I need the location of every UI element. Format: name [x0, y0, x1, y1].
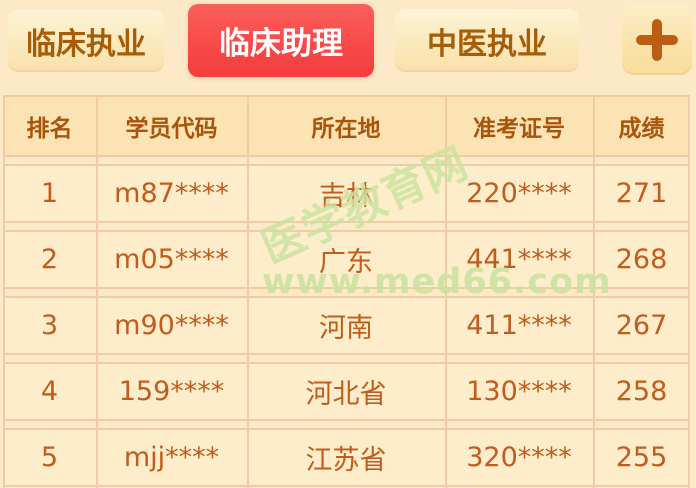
cell-location: 吉林	[319, 181, 373, 212]
tab-label: 临床执业	[26, 27, 146, 62]
cell-score: 268	[615, 244, 668, 275]
header-cell-score: 成绩	[618, 116, 665, 142]
column-divider	[445, 95, 447, 488]
cell-location: 广东	[319, 247, 373, 278]
table-row: 3 m90**** 河南 411**** 267	[3, 296, 690, 355]
header-cell-rank: 排名	[26, 116, 73, 142]
cell-score: 271	[615, 178, 668, 209]
cell-ticket-number: 130****	[466, 376, 572, 407]
cell-student-code: 159****	[118, 376, 225, 407]
cell-rank: 1	[40, 178, 59, 209]
cell-student-code: m87****	[114, 178, 229, 209]
table-row: 1 m87**** 吉林 220**** 271	[3, 164, 690, 223]
cell-ticket-number: 411****	[466, 310, 572, 341]
tab-clinical-practitioner[interactable]: 临床执业	[8, 10, 164, 72]
cell-student-code: m90****	[114, 310, 229, 341]
cell-location: 江苏省	[305, 445, 387, 476]
tab-label: 中医执业	[427, 26, 547, 62]
cell-student-code: m05****	[114, 244, 229, 275]
cell-location: 河北省	[305, 379, 387, 410]
score-table: 排名 学员代码 所在地 准考证号 成绩 1 m87**** 吉林 220****…	[3, 95, 690, 488]
tab-label: 临床助理	[219, 26, 343, 62]
header-cell-location: 所在地	[311, 116, 381, 142]
table-header-row: 排名 学员代码 所在地 准考证号 成绩	[3, 95, 690, 157]
column-divider	[96, 95, 98, 488]
cell-rank: 3	[40, 310, 59, 341]
table-row: 5 mjj**** 江苏省 320**** 255	[3, 428, 690, 487]
cell-score: 267	[615, 310, 668, 341]
column-divider	[593, 95, 595, 488]
cell-ticket-number: 441****	[466, 244, 572, 275]
column-divider	[247, 95, 249, 488]
cell-score: 255	[615, 442, 668, 473]
cell-score: 258	[615, 376, 668, 407]
cell-ticket-number: 220****	[466, 178, 572, 209]
cell-rank: 2	[40, 244, 59, 275]
plus-icon	[636, 18, 678, 61]
cell-rank: 4	[40, 376, 59, 407]
cell-location: 河南	[319, 313, 373, 344]
table-row: 4 159**** 河北省 130**** 258	[3, 362, 690, 421]
tab-clinical-assistant[interactable]: 临床助理	[188, 4, 374, 77]
header-cell-student-code: 学员代码	[125, 116, 218, 142]
header-cell-ticket-number: 准考证号	[473, 116, 565, 142]
cell-ticket-number: 320****	[466, 442, 572, 473]
add-tab-button[interactable]	[622, 4, 692, 75]
table-right-border	[688, 95, 690, 488]
cell-rank: 5	[40, 442, 59, 473]
table-row: 2 m05**** 广东 441**** 268	[3, 230, 690, 289]
table-left-border	[3, 95, 5, 488]
cell-student-code: mjj****	[123, 442, 220, 473]
tab-tcm-practitioner[interactable]: 中医执业	[395, 9, 579, 72]
